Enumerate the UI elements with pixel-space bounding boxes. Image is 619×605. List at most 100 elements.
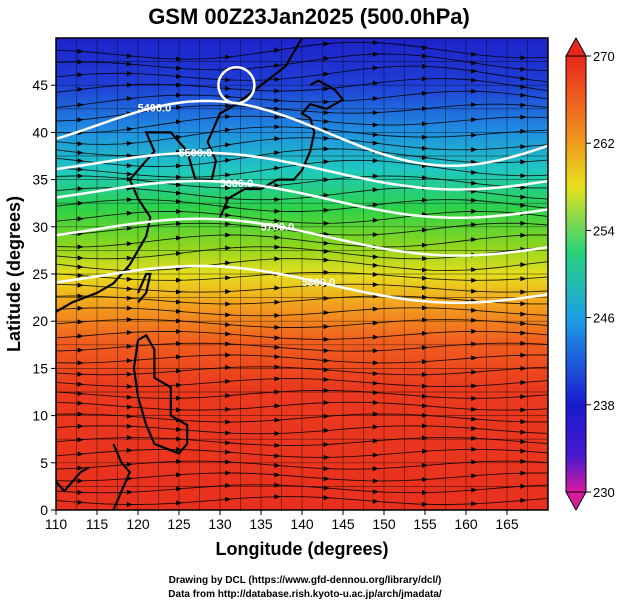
wind-arrow: [274, 376, 281, 382]
wind-arrow: [372, 262, 379, 268]
wind-arrow: [77, 48, 84, 54]
wind-arrow: [274, 150, 281, 156]
wind-arrow: [520, 232, 527, 238]
wind-arrow: [323, 159, 330, 165]
wind-arrow: [372, 254, 379, 260]
wind-arrow: [126, 358, 133, 364]
x-tick-label: 150: [372, 516, 396, 532]
wind-arrow: [520, 439, 527, 445]
colorbar-tick-label: 238: [593, 398, 615, 413]
wind-arrow: [126, 276, 133, 282]
wind-arrow: [471, 51, 478, 57]
x-tick-label: 135: [249, 516, 273, 532]
height-contour: [56, 99, 548, 168]
plot-area: 5400.0 5500.0 5600.0 5700.0 5800.0: [56, 38, 548, 510]
wind-arrow: [126, 241, 133, 247]
wind-arrow: [126, 197, 133, 203]
wind-arrow: [126, 404, 133, 410]
wind-arrow: [225, 496, 232, 502]
wind-arrow: [225, 221, 232, 227]
wind-arrow: [77, 150, 84, 156]
wind-arrow: [520, 92, 527, 98]
y-tick-label: 25: [32, 266, 48, 282]
wind-arrow: [471, 487, 478, 493]
wind-arrow: [471, 328, 478, 334]
wind-arrow: [323, 99, 330, 105]
y-tick-label: 5: [40, 455, 48, 471]
wind-arrow: [274, 442, 281, 448]
wind-arrow: [77, 293, 84, 299]
wind-arrow: [77, 255, 84, 261]
wind-arrow: [225, 352, 232, 358]
wind-arrow: [520, 144, 527, 150]
gridlines: [56, 38, 548, 510]
x-axis-label: Longitude (degrees): [215, 539, 388, 559]
wind-arrow: [274, 299, 281, 305]
wind-arrow: [372, 438, 379, 444]
wind-arrow: [225, 378, 232, 384]
wind-arrow: [471, 369, 478, 375]
wind-arrow: [126, 286, 133, 292]
wind-arrow: [126, 140, 133, 146]
wind-arrow: [323, 86, 330, 92]
height-contour: [56, 151, 548, 191]
x-tick-label: 145: [331, 516, 355, 532]
wind-arrow: [274, 98, 281, 104]
wind-arrow: [77, 423, 84, 429]
colorbar-tick-label: 246: [593, 311, 615, 326]
y-tick-label: 20: [32, 313, 48, 329]
wind-arrow: [323, 310, 330, 316]
wind-arrow: [274, 234, 281, 240]
wind-arrow: [372, 348, 379, 354]
wind-arrow: [274, 124, 281, 130]
wind-arrow: [77, 282, 84, 288]
wind-arrow: [323, 135, 330, 141]
y-tick-label: 30: [32, 219, 48, 235]
wind-arrow: [77, 72, 84, 78]
y-axis-label: Latitude (degrees): [4, 196, 24, 352]
wind-arrow: [323, 495, 330, 501]
height-contour: [56, 217, 548, 257]
wind-arrow: [372, 489, 379, 495]
wind-arrow: [225, 331, 232, 337]
wind-arrow: [225, 54, 232, 60]
x-tick-label: 160: [454, 516, 478, 532]
wind-arrow: [225, 430, 232, 436]
wind-arrow: [520, 330, 527, 336]
wind-arrow: [274, 417, 281, 423]
wind-arrow: [471, 473, 478, 479]
wind-arrow: [323, 377, 330, 383]
wind-arrow: [225, 301, 232, 307]
colorbar-tick-label: 270: [593, 49, 615, 64]
wind-arrow: [520, 102, 527, 108]
wind-arrow: [225, 127, 232, 133]
wind-arrow: [372, 452, 379, 458]
contour-label: 5600.0: [220, 178, 254, 190]
wind-arrow: [471, 88, 478, 94]
wind-arrow: [274, 256, 281, 262]
wind-arrow: [77, 489, 84, 495]
wind-arrow: [471, 208, 478, 214]
wind-arrow: [77, 102, 84, 108]
wind-arrow: [323, 485, 330, 491]
wind-arrow: [520, 194, 527, 200]
wind-arrow: [323, 146, 330, 152]
wind-arrow: [471, 446, 478, 452]
wind-arrow: [225, 322, 232, 328]
wind-arrow: [471, 68, 478, 74]
wind-arrow: [77, 360, 84, 366]
wind-arrow: [323, 110, 330, 116]
wind-arrow: [323, 41, 330, 47]
wind-arrow: [372, 132, 379, 138]
wind-arrow: [77, 216, 84, 222]
wind-arrow: [126, 295, 133, 301]
wind-arrow: [372, 411, 379, 417]
wind-arrow: [372, 282, 379, 288]
wind-arrow: [471, 180, 478, 186]
wind-arrow: [520, 407, 527, 413]
wind-arrow: [372, 498, 379, 504]
wind-arrow: [520, 84, 527, 90]
height-contours: 5400.0 5500.0 5600.0 5700.0 5800.0: [56, 99, 548, 305]
wind-arrow: [126, 61, 133, 67]
wind-arrow: [274, 114, 281, 120]
